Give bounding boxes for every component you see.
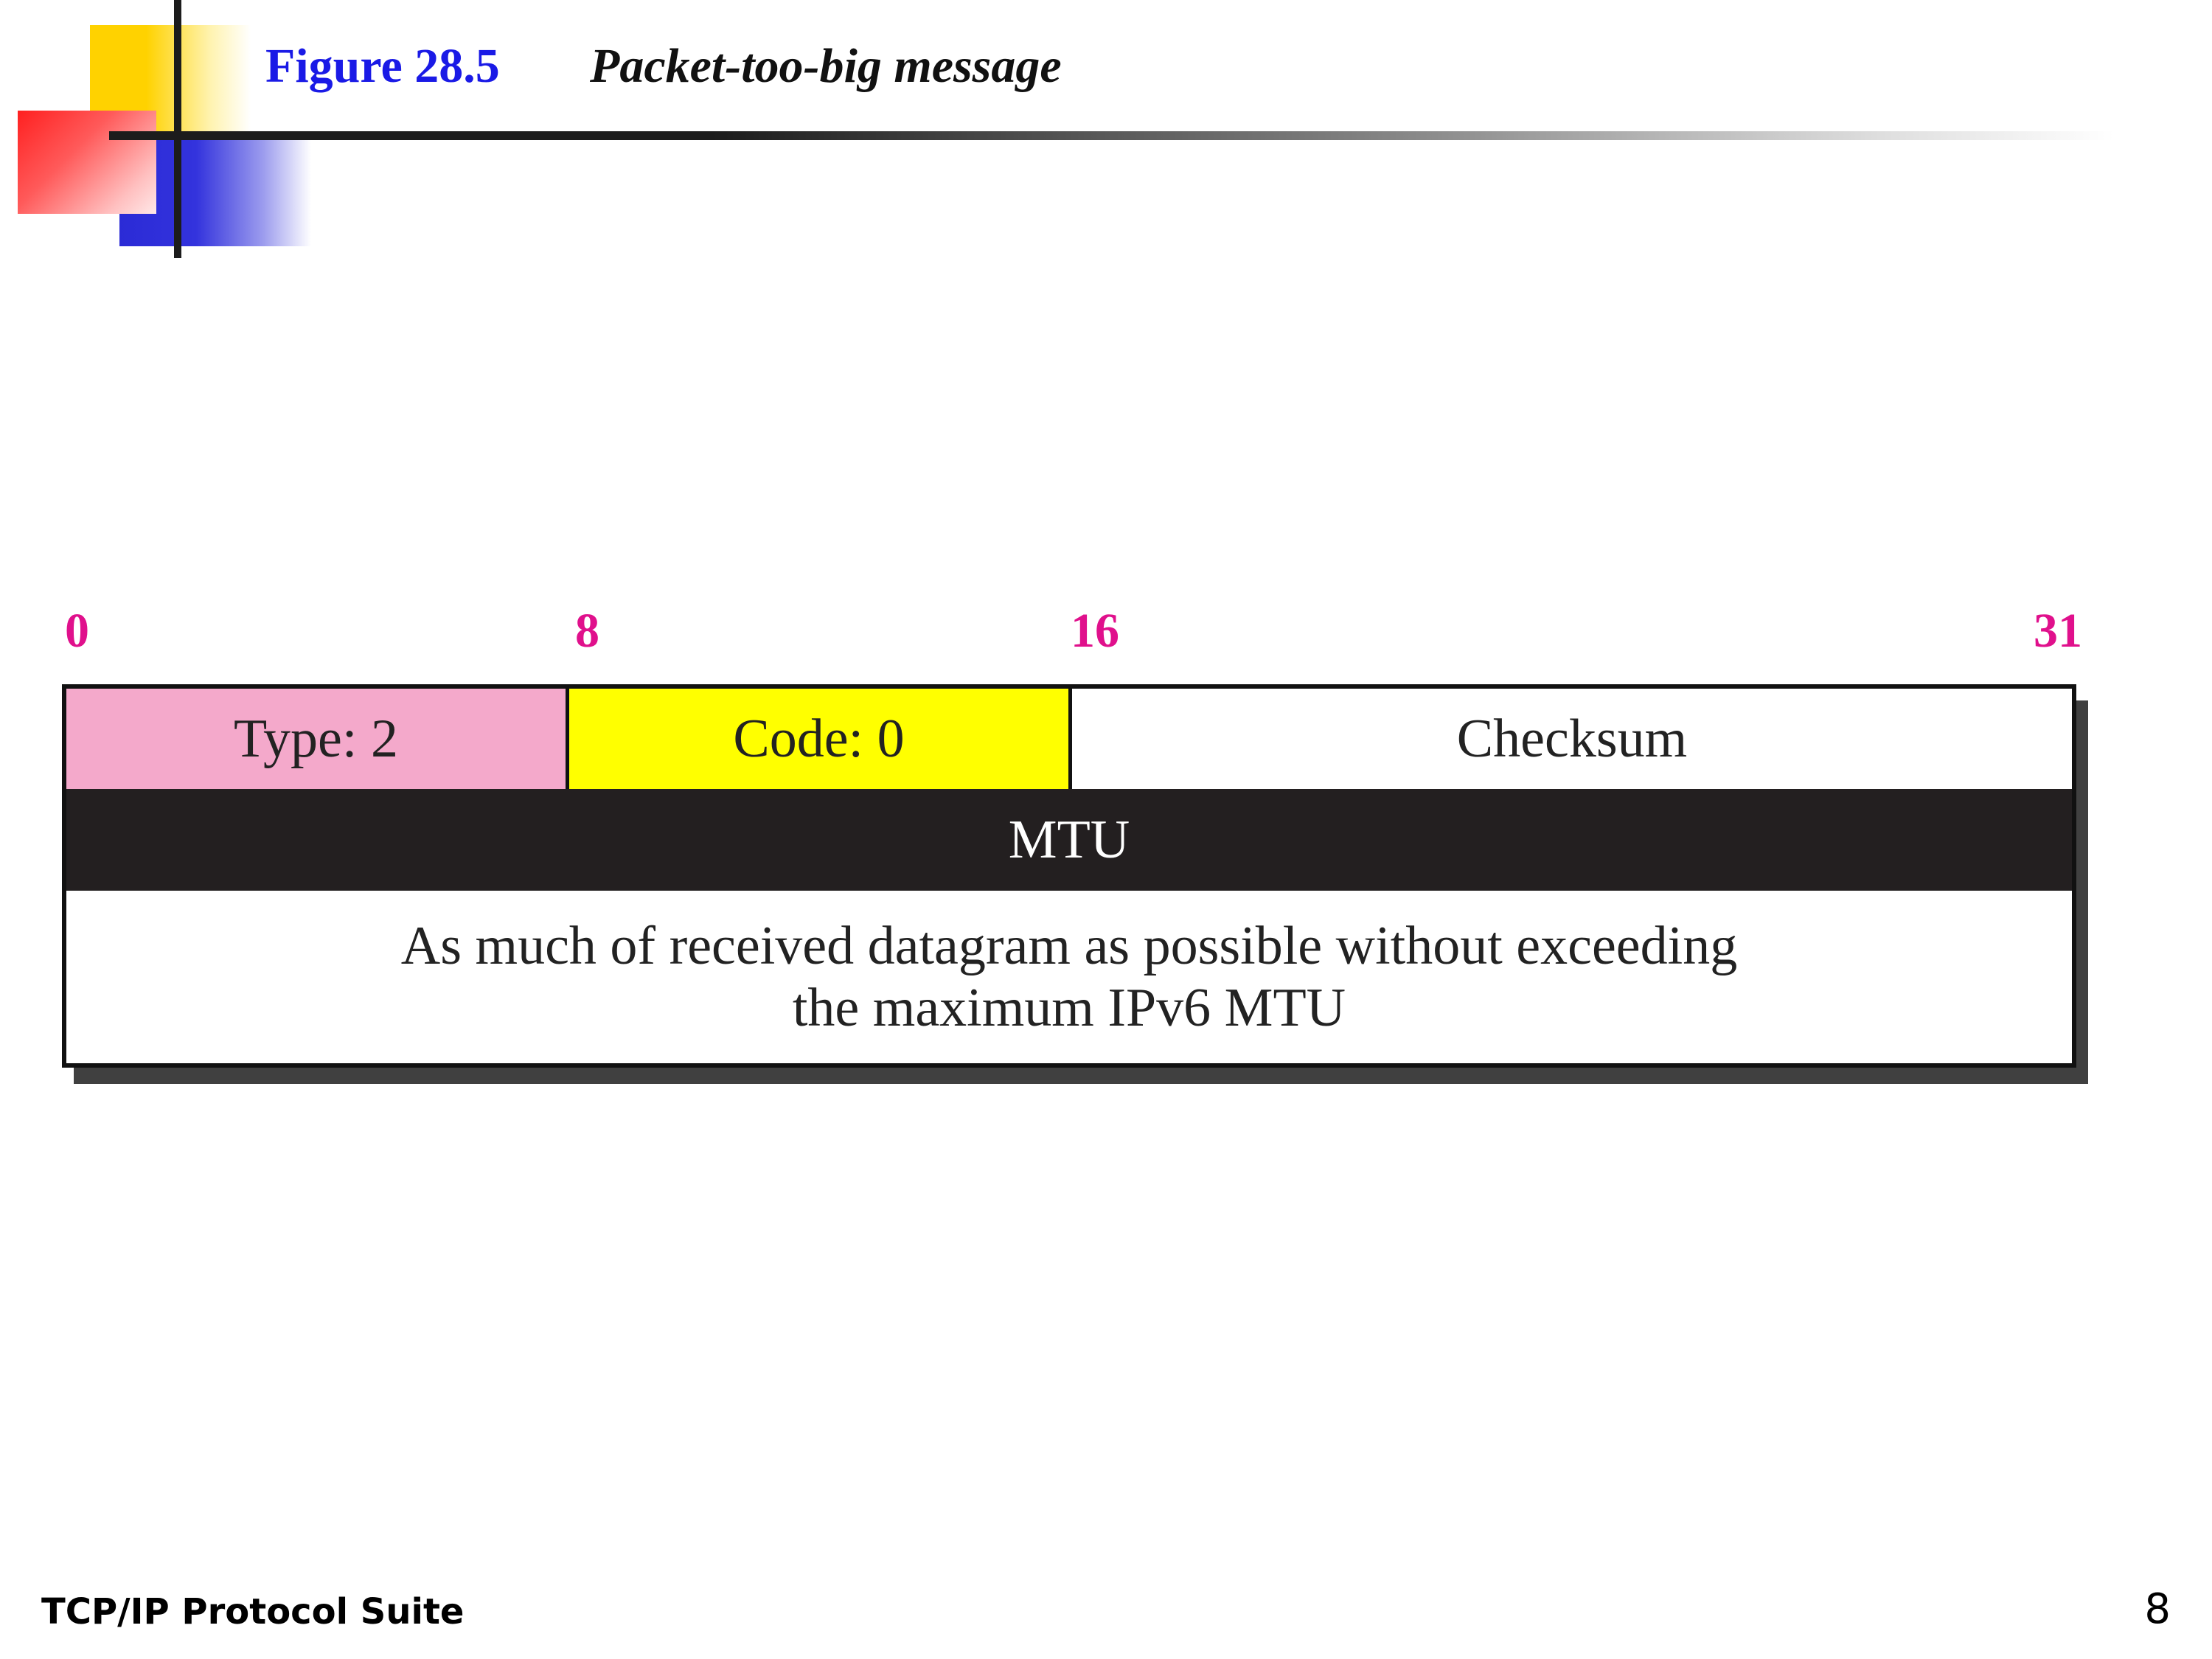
- figure-title: Packet-too-big message: [590, 39, 1062, 93]
- payload-line-1: As much of received datagram as possible…: [400, 916, 1738, 976]
- checksum-field: Checksum: [1072, 689, 2072, 789]
- bit-label-0: 0: [65, 604, 89, 658]
- mtu-field: MTU: [66, 789, 2072, 891]
- decor-red-square: [18, 111, 156, 214]
- footer-book-title: TCP/IP Protocol Suite: [41, 1591, 465, 1632]
- bit-label-16: 16: [1071, 604, 1119, 658]
- code-field: Code: 0: [569, 689, 1072, 789]
- type-field: Type: 2: [66, 689, 569, 789]
- header-row: Type: 2 Code: 0 Checksum: [66, 689, 2072, 789]
- bit-label-8: 8: [575, 604, 599, 658]
- payload-line-2: the maximum IPv6 MTU: [792, 978, 1346, 1038]
- title-underline: [109, 131, 2115, 140]
- page-number: 8: [2144, 1585, 2171, 1633]
- figure-number: Figure 28.5: [265, 39, 500, 93]
- packet-format-diagram: Type: 2 Code: 0 Checksum MTU As much of …: [62, 684, 2076, 1068]
- bit-label-31: 31: [2034, 604, 2082, 658]
- decor-vertical-rule: [174, 0, 181, 258]
- payload-field: As much of received datagram as possible…: [66, 891, 2072, 1063]
